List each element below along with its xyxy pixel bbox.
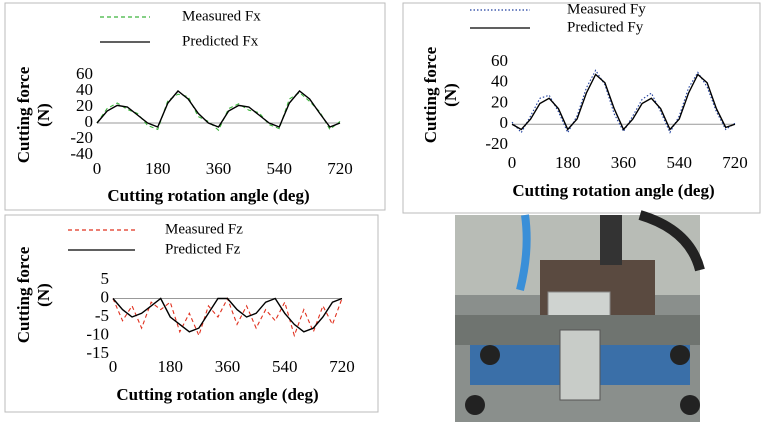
x-tick-label: 0: [93, 159, 102, 178]
x-tick-label: 540: [272, 357, 298, 376]
series-line: [112, 297, 343, 333]
y-tick-label: 5: [101, 269, 110, 288]
x-tick-label: 540: [267, 159, 293, 178]
legend-label: Predicted Fy: [567, 19, 644, 35]
panel-frame: [402, 2, 761, 214]
panel-frame: [4, 214, 379, 413]
photo-coolant-hose: [516, 214, 531, 291]
series-line: [96, 91, 341, 132]
y-axis-label: Cutting force: [14, 66, 33, 163]
panel-frame: [4, 2, 386, 211]
y-axis-label: Cutting force: [421, 46, 440, 143]
photo-screw: [559, 329, 601, 401]
y-tick-label: -40: [70, 144, 93, 163]
legend-label: Measured Fz: [165, 221, 243, 237]
y-tick-label: 20: [491, 92, 508, 111]
photo-bolt: [480, 345, 500, 365]
x-tick-label: 720: [329, 357, 355, 376]
y-tick-label: 0: [500, 113, 509, 132]
x-tick-label: 180: [158, 357, 184, 376]
x-tick-label: 360: [611, 153, 637, 172]
legend-label: Predicted Fz: [165, 241, 241, 257]
x-tick-label: 360: [206, 159, 232, 178]
legend-label: Measured Fy: [567, 1, 646, 17]
y-tick-label: -5: [95, 306, 109, 325]
y-tick-label: 20: [76, 96, 93, 115]
x-tick-label: 540: [667, 153, 693, 172]
x-tick-label: 0: [508, 153, 517, 172]
y-axis-label: Cutting force: [14, 246, 33, 343]
y-tick-label: 0: [85, 112, 94, 131]
x-tick-label: 180: [555, 153, 581, 172]
y-axis-unit: (N): [34, 283, 53, 307]
photo-bolt: [680, 395, 700, 415]
x-tick-label: 720: [722, 153, 748, 172]
series-line: [511, 69, 736, 134]
y-tick-label: -10: [86, 324, 109, 343]
series-line: [511, 73, 736, 131]
photo-bolt: [670, 345, 690, 365]
x-tick-label: 360: [215, 357, 241, 376]
x-tick-label: 0: [109, 357, 118, 376]
y-tick-label: 0: [101, 287, 110, 306]
x-axis-label: Cutting rotation angle (deg): [512, 181, 714, 200]
x-axis-label: Cutting rotation angle (deg): [116, 385, 318, 404]
y-axis-unit: (N): [34, 103, 53, 127]
y-tick-label: -20: [70, 128, 93, 147]
x-tick-label: 180: [145, 159, 171, 178]
photo-spindle: [600, 215, 622, 265]
y-tick-label: 60: [491, 51, 508, 70]
y-tick-label: -15: [86, 343, 109, 362]
y-axis-unit: (N): [441, 83, 460, 107]
y-tick-label: -20: [485, 134, 508, 153]
y-tick-label: 60: [76, 64, 93, 83]
photo-cable: [638, 210, 705, 272]
x-tick-label: 720: [327, 159, 353, 178]
machine-photo: [455, 210, 705, 422]
legend-label: Predicted Fx: [182, 33, 259, 49]
y-tick-label: 40: [491, 72, 508, 91]
y-tick-label: 40: [76, 80, 93, 99]
x-axis-label: Cutting rotation angle (deg): [107, 186, 309, 205]
legend-label: Measured Fx: [182, 8, 261, 24]
series-line: [96, 90, 341, 128]
photo-bolt: [465, 395, 485, 415]
